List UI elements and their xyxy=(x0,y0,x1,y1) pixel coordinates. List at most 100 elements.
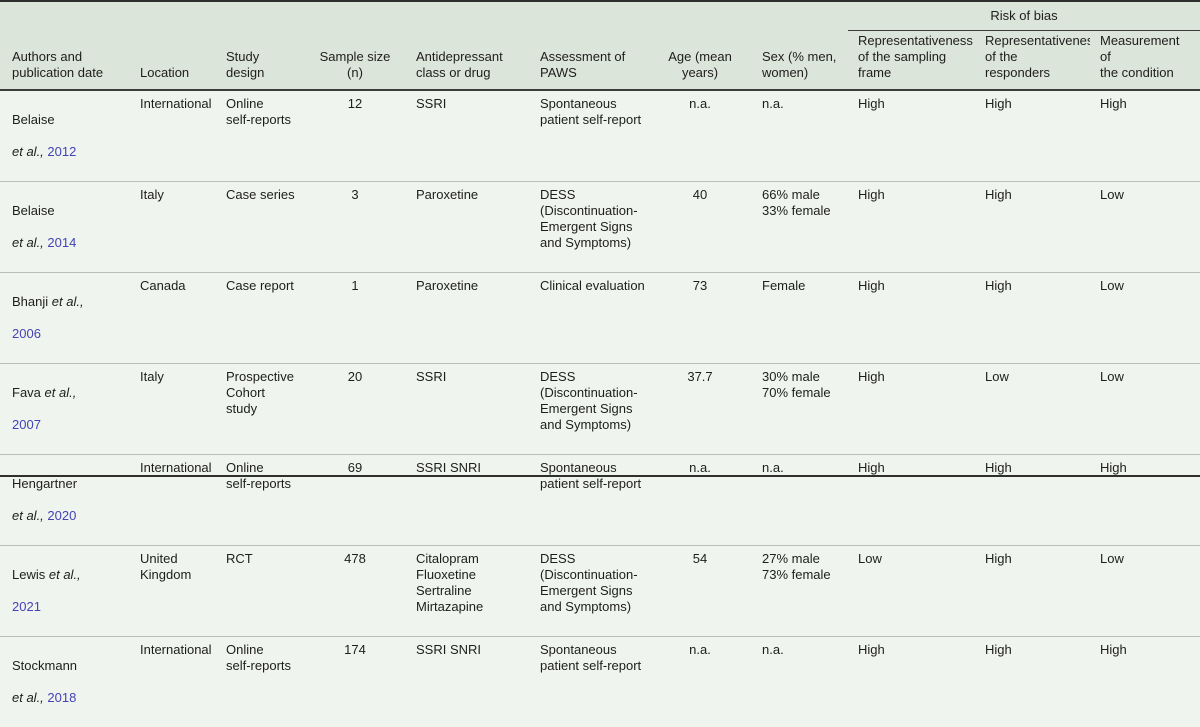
column-header-authors: Authors and publication date xyxy=(0,31,140,91)
column-header-rob-measurement: Measurement of the condition xyxy=(1090,31,1200,91)
cell-rob-sampling-frame: High xyxy=(848,455,975,546)
column-header-location: Location xyxy=(140,31,226,91)
author-year-line: et al., 2014 xyxy=(12,235,132,251)
cell-sex: n.a. xyxy=(748,637,848,727)
year-link[interactable]: 2012 xyxy=(47,144,76,159)
cell-authors: Belaise et al., 2012 xyxy=(0,90,140,182)
cell-location: Italy xyxy=(140,364,226,455)
cell-drug: SSRI SNRI xyxy=(400,637,540,727)
table-header: Risk of bias Authors and publication dat… xyxy=(0,1,1200,90)
author-year-line: 2007 xyxy=(12,417,132,433)
author-year-line: et al., 2020 xyxy=(12,508,132,524)
cell-drug: SSRI xyxy=(400,364,540,455)
column-header-sample-size: Sample size (n) xyxy=(318,31,400,91)
cell-rob-sampling-frame: High xyxy=(848,273,975,364)
cell-authors: Bhanji et al., 2006 xyxy=(0,273,140,364)
table-row: Bhanji et al., 2006 Canada Case report 1… xyxy=(0,273,1200,364)
cell-rob-measurement: High xyxy=(1090,90,1200,182)
cell-assessment: DESS (Discontinuation- Emergent Signs an… xyxy=(540,364,660,455)
cell-age: n.a. xyxy=(660,637,748,727)
cell-authors: Lewis et al., 2021 xyxy=(0,546,140,637)
column-header-drug: Antidepressant class or drug xyxy=(400,31,540,91)
cell-rob-measurement: Low xyxy=(1090,364,1200,455)
column-header-assessment: Assessment of PAWS xyxy=(540,31,660,91)
cell-rob-responders: High xyxy=(975,637,1090,727)
cell-age: 37.7 xyxy=(660,364,748,455)
cell-sex: Female xyxy=(748,273,848,364)
cell-study-design: Prospective Cohort study xyxy=(226,364,318,455)
cell-sample-size: 1 xyxy=(318,273,400,364)
table-row: Lewis et al., 2021 United Kingdom RCT 47… xyxy=(0,546,1200,637)
cell-sex: 30% male 70% female xyxy=(748,364,848,455)
group-header-row: Risk of bias xyxy=(0,1,1200,31)
cell-rob-sampling-frame: High xyxy=(848,182,975,273)
cell-sample-size: 12 xyxy=(318,90,400,182)
cell-assessment: DESS (Discontinuation- Emergent Signs an… xyxy=(540,182,660,273)
table-row: Hengartner et al., 2020 International On… xyxy=(0,455,1200,546)
risk-of-bias-group-header: Risk of bias xyxy=(848,1,1200,31)
author-name: Lewis et al., xyxy=(12,567,132,583)
cell-assessment: Spontaneous patient self-report xyxy=(540,90,660,182)
cell-drug: Paroxetine xyxy=(400,182,540,273)
cell-authors: Belaise et al., 2014 xyxy=(0,182,140,273)
cell-rob-sampling-frame: Low xyxy=(848,546,975,637)
author-name: Belaise xyxy=(12,112,132,128)
cell-age: n.a. xyxy=(660,90,748,182)
cell-rob-measurement: High xyxy=(1090,637,1200,727)
cell-study-design: Online self-reports xyxy=(226,90,318,182)
cell-study-design: RCT xyxy=(226,546,318,637)
cell-age: 40 xyxy=(660,182,748,273)
cell-drug: SSRI SNRI xyxy=(400,455,540,546)
cell-rob-measurement: Low xyxy=(1090,182,1200,273)
year-link[interactable]: 2006 xyxy=(12,326,41,341)
cell-rob-responders: High xyxy=(975,182,1090,273)
cell-rob-responders: High xyxy=(975,90,1090,182)
cell-authors: Fava et al., 2007 xyxy=(0,364,140,455)
year-link[interactable]: 2021 xyxy=(12,599,41,614)
author-year-line: 2006 xyxy=(12,326,132,342)
cell-rob-sampling-frame: High xyxy=(848,90,975,182)
author-name: Belaise xyxy=(12,203,132,219)
cell-sample-size: 20 xyxy=(318,364,400,455)
group-spacer xyxy=(0,1,140,31)
cell-study-design: Online self-reports xyxy=(226,637,318,727)
cell-age: 73 xyxy=(660,273,748,364)
author-year-line: et al., 2012 xyxy=(12,144,132,160)
table-row: Belaise et al., 2012 International Onlin… xyxy=(0,90,1200,182)
year-link[interactable]: 2018 xyxy=(47,690,76,705)
cell-study-design: Case report xyxy=(226,273,318,364)
cell-sample-size: 478 xyxy=(318,546,400,637)
cell-location: International xyxy=(140,637,226,727)
column-header-row: Authors and publication date Location St… xyxy=(0,31,1200,91)
cell-rob-measurement: Low xyxy=(1090,273,1200,364)
cell-assessment: Spontaneous patient self-report xyxy=(540,455,660,546)
table-row: Stockmann et al., 2018 International Onl… xyxy=(0,637,1200,727)
author-year-line: et al., 2018 xyxy=(12,690,132,706)
cell-rob-sampling-frame: High xyxy=(848,637,975,727)
cell-location: International xyxy=(140,90,226,182)
column-header-sex: Sex (% men, women) xyxy=(748,31,848,91)
cell-assessment: DESS (Discontinuation- Emergent Signs an… xyxy=(540,546,660,637)
cell-location: United Kingdom xyxy=(140,546,226,637)
cell-sample-size: 3 xyxy=(318,182,400,273)
year-link[interactable]: 2014 xyxy=(47,235,76,250)
cell-sample-size: 174 xyxy=(318,637,400,727)
year-link[interactable]: 2007 xyxy=(12,417,41,432)
author-name: Stockmann xyxy=(12,658,132,674)
cell-rob-responders: High xyxy=(975,455,1090,546)
cell-rob-responders: Low xyxy=(975,364,1090,455)
column-header-study-design: Study design xyxy=(226,31,318,91)
cell-sex: 27% male 73% female xyxy=(748,546,848,637)
cell-drug: Paroxetine xyxy=(400,273,540,364)
author-name: Hengartner xyxy=(12,476,132,492)
cell-drug: Citalopram Fluoxetine Sertraline Mirtaza… xyxy=(400,546,540,637)
author-name: Fava et al., xyxy=(12,385,132,401)
cell-drug: SSRI xyxy=(400,90,540,182)
year-link[interactable]: 2020 xyxy=(47,508,76,523)
cell-authors: Hengartner et al., 2020 xyxy=(0,455,140,546)
cell-age: 54 xyxy=(660,546,748,637)
cell-sample-size: 69 xyxy=(318,455,400,546)
column-header-age: Age (mean years) xyxy=(660,31,748,91)
cell-sex: n.a. xyxy=(748,90,848,182)
